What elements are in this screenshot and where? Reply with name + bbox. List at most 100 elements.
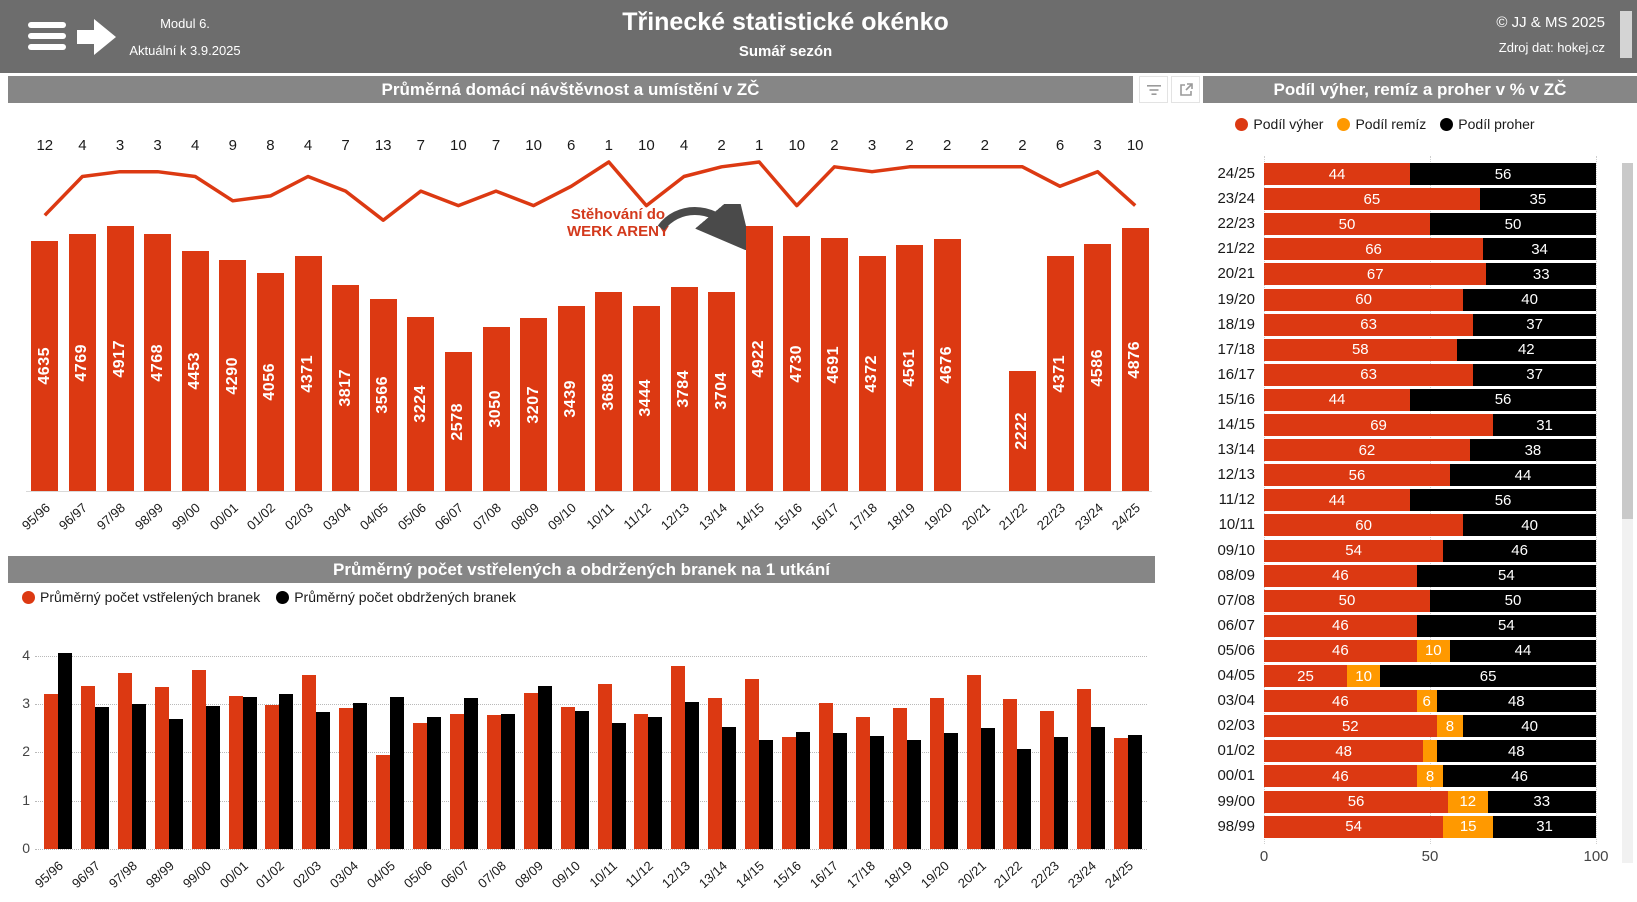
filter-button[interactable] (1139, 76, 1168, 103)
goals-conceded-bar[interactable] (832, 733, 847, 849)
goals-scored-bar[interactable] (1040, 711, 1055, 849)
goals-scored-bar[interactable] (191, 670, 206, 849)
goals-conceded-bar[interactable] (205, 705, 220, 849)
losses-segment[interactable]: 31 (1493, 414, 1596, 436)
wins-segment[interactable]: 52 (1264, 715, 1437, 738)
position-line-series[interactable] (26, 156, 1154, 236)
goals-conceded-bar[interactable] (131, 704, 146, 849)
banner-scrollbar-thumb[interactable] (1620, 11, 1632, 58)
goals-scored-bar[interactable] (339, 707, 354, 849)
legend-item-scored[interactable]: Průměrný počet vstřelených branek (22, 589, 260, 605)
goals-conceded-bar[interactable] (242, 696, 257, 849)
attendance-bar[interactable]: 4453 (181, 251, 209, 491)
wins-segment[interactable]: 58 (1264, 338, 1457, 361)
result-row[interactable]: 63 37 (1264, 363, 1596, 386)
losses-segment[interactable]: 46 (1443, 539, 1596, 562)
goals-conceded-bar[interactable] (537, 685, 552, 849)
goals-conceded-bar[interactable] (980, 728, 995, 849)
losses-segment[interactable]: 42 (1456, 338, 1596, 361)
result-row[interactable]: 44 56 (1264, 489, 1596, 512)
wins-segment[interactable]: 63 (1264, 363, 1474, 386)
wins-segment[interactable]: 46 (1264, 765, 1417, 788)
attendance-bar[interactable]: 4371 (1046, 255, 1074, 491)
result-row[interactable]: 52 8 40 (1264, 715, 1596, 738)
goals-scored-bar[interactable] (818, 702, 833, 849)
wins-segment[interactable]: 50 (1264, 589, 1430, 612)
losses-segment[interactable]: 56 (1410, 163, 1596, 185)
result-row[interactable]: 25 10 65 (1264, 665, 1596, 687)
goals-scored-bar[interactable] (523, 693, 538, 849)
attendance-bar[interactable]: 2222 (1008, 371, 1036, 491)
attendance-bar[interactable]: 4056 (256, 272, 284, 491)
attendance-bar[interactable]: 4769 (68, 234, 96, 491)
result-row[interactable]: 54 46 (1264, 539, 1596, 562)
goals-scored-bar[interactable] (782, 736, 796, 849)
goals-scored-bar[interactable] (1114, 737, 1129, 849)
goals-conceded-bar[interactable] (611, 722, 626, 849)
result-row[interactable]: 50 50 (1264, 589, 1596, 612)
goals-conceded-bar[interactable] (500, 713, 515, 849)
attendance-bar[interactable]: 4691 (820, 238, 848, 491)
losses-segment[interactable]: 48 (1436, 740, 1596, 763)
legend-item-wins[interactable]: Podíl výher (1235, 116, 1323, 132)
draws-segment[interactable] (1423, 740, 1437, 763)
goals-scored-bar[interactable] (228, 695, 243, 849)
attendance-bar[interactable]: 3050 (482, 326, 510, 491)
draws-segment[interactable]: 8 (1416, 765, 1444, 788)
result-row[interactable]: 46 54 (1264, 614, 1596, 637)
wins-segment[interactable]: 44 (1264, 163, 1411, 185)
draws-segment[interactable]: 6 (1416, 690, 1437, 713)
result-row[interactable]: 46 10 44 (1264, 639, 1596, 662)
losses-segment[interactable]: 48 (1436, 690, 1596, 713)
hamburger-menu-icon[interactable] (28, 22, 66, 52)
wins-segment[interactable]: 69 (1264, 414, 1494, 436)
wins-segment[interactable]: 56 (1264, 790, 1449, 813)
wins-segment[interactable]: 46 (1264, 614, 1417, 637)
legend-item-conceded[interactable]: Průměrný počet obdržených branek (276, 589, 516, 605)
attendance-bar[interactable]: 4371 (294, 255, 322, 491)
attendance-bar[interactable]: 3784 (670, 287, 698, 491)
goals-conceded-bar[interactable] (1054, 736, 1069, 849)
losses-segment[interactable]: 56 (1410, 388, 1596, 411)
result-row[interactable]: 67 33 (1264, 263, 1596, 286)
result-row[interactable]: 56 44 (1264, 464, 1596, 487)
goals-conceded-bar[interactable] (943, 733, 958, 849)
result-row[interactable]: 69 31 (1264, 414, 1596, 436)
result-row[interactable]: 58 42 (1264, 338, 1596, 361)
goals-scored-bar[interactable] (154, 687, 169, 849)
goals-conceded-bar[interactable] (1128, 734, 1143, 849)
attendance-bar[interactable]: 4586 (1084, 244, 1112, 491)
result-row[interactable]: 63 37 (1264, 313, 1596, 336)
legend-item-losses[interactable]: Podíl proher (1440, 116, 1535, 132)
result-row[interactable]: 65 35 (1264, 188, 1596, 211)
goals-conceded-bar[interactable] (722, 727, 737, 849)
goals-conceded-bar[interactable] (906, 740, 921, 849)
losses-segment[interactable]: 40 (1463, 715, 1596, 738)
goals-scored-bar[interactable] (671, 666, 686, 849)
wins-segment[interactable]: 60 (1264, 514, 1464, 537)
losses-segment[interactable]: 46 (1443, 765, 1596, 788)
attendance-bar[interactable]: 4290 (219, 260, 247, 491)
losses-segment[interactable]: 38 (1469, 439, 1596, 462)
attendance-bar[interactable]: 3207 (520, 318, 548, 491)
draws-segment[interactable]: 10 (1347, 665, 1381, 687)
result-row[interactable]: 46 6 48 (1264, 690, 1596, 713)
next-arrow-icon[interactable] (76, 15, 118, 64)
losses-segment[interactable]: 44 (1449, 639, 1596, 662)
wins-segment[interactable]: 66 (1264, 238, 1484, 261)
goals-conceded-bar[interactable] (390, 696, 405, 849)
losses-segment[interactable]: 33 (1487, 790, 1596, 813)
legend-item-draws[interactable]: Podíl remíz (1337, 116, 1426, 132)
result-row[interactable]: 54 15 31 (1264, 815, 1596, 838)
goals-conceded-bar[interactable] (796, 732, 810, 849)
goals-conceded-bar[interactable] (463, 698, 478, 849)
goals-scored-bar[interactable] (1077, 689, 1092, 849)
goals-conceded-bar[interactable] (685, 701, 700, 849)
goals-conceded-bar[interactable] (648, 716, 663, 849)
wins-segment[interactable]: 54 (1264, 815, 1444, 838)
attendance-bar[interactable]: 4922 (745, 226, 773, 491)
goals-conceded-bar[interactable] (574, 711, 589, 849)
result-row[interactable]: 62 38 (1264, 439, 1596, 462)
wins-segment[interactable]: 44 (1264, 388, 1411, 411)
wins-segment[interactable]: 65 (1264, 188, 1480, 211)
